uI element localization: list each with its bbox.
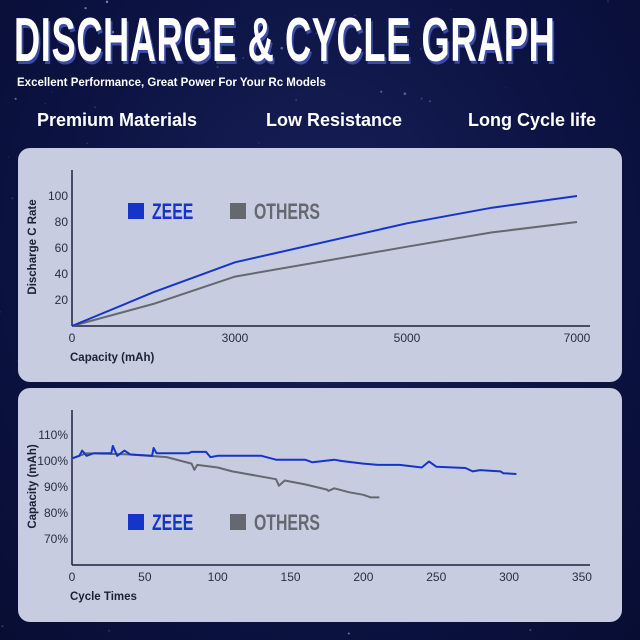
x-tick-label: 50 [138,570,152,584]
star-dot [505,86,507,88]
star-dot [94,106,96,108]
legend-label-zeee: ZEEE [152,512,194,536]
star-dot [607,0,609,2]
star-dot [188,638,189,640]
y-tick-label: 100 [48,189,68,203]
y-tick-label: 110% [38,428,68,442]
series-line-zeee [71,444,517,475]
x-tick-label: 300 [499,570,519,584]
star-dot [0,310,1,313]
star-dot [398,54,401,57]
star-dot [280,46,284,50]
star-dot [211,17,212,18]
star-dot [242,57,245,59]
legend-swatch-others [230,203,246,219]
star-dot [8,156,10,158]
star-dot [44,102,46,104]
star-dot [1,625,4,628]
page-subtitle: Excellent Performance, Great Power For Y… [17,77,326,89]
star-dot [11,197,14,200]
legend-label-others: OTHERS [254,201,320,225]
star-dot [86,142,88,145]
legend-swatch-others [230,514,246,530]
star-dot [450,8,452,10]
y-axis-label: Capacity (mAh) [27,444,39,529]
feature-low-resistance: Low Resistance [266,110,403,130]
legend-label-zeee: ZEEE [152,201,194,225]
y-tick-label: 70% [44,532,68,546]
star-dot [380,90,383,93]
star-dot [354,14,356,17]
series-line-others [71,221,578,327]
star-dot [108,630,110,632]
star-dot [315,32,317,34]
legend-swatch-zeee [128,514,144,530]
cycle-chart: 70% 80% 90% 100% 110% 0 50 100 150 200 250 300 350 Cy… [27,410,592,603]
star-dot [429,100,431,103]
y-tick-label: 60 [55,241,69,255]
y-tick-label: 80% [44,506,68,520]
star-dot [403,92,407,95]
x-axis-label: Cycle Times [70,591,137,603]
star-dot [420,97,423,100]
x-tick-label: 3000 [222,331,249,345]
star-dot [51,91,53,93]
star-dot [105,0,109,4]
feature-long-cycle-life: Long Cycle life [468,110,597,130]
star-dot [419,48,422,50]
star-dot [418,4,420,6]
star-dot [14,97,17,100]
star-dot [107,23,109,25]
y-tick-label: 90% [44,480,68,494]
star-dot [84,7,87,10]
series-line-others [71,452,380,499]
feature-premium-materials: Premium Materials [37,110,198,130]
x-tick-label: 250 [426,570,446,584]
x-tick-label: 0 [69,331,76,345]
star-dot [347,632,350,635]
series-line-zeee [71,195,578,327]
star-dot [216,65,219,69]
y-tick-label: 80 [55,215,69,229]
star-dot [295,99,297,102]
star-dot [396,63,397,65]
x-tick-label: 350 [572,570,592,584]
y-tick-label: 40 [55,267,69,281]
star-dot [258,142,260,144]
x-tick-label: 0 [69,570,76,584]
star-dot [529,628,532,632]
x-tick-label: 150 [281,570,301,584]
x-axis-label: Capacity (mAh) [70,352,155,364]
x-tick-label: 100 [208,570,228,584]
legend-swatch-zeee [128,203,144,219]
x-tick-label: 7000 [564,331,591,345]
y-tick-label: 100% [37,454,68,468]
x-tick-label: 5000 [394,331,421,345]
discharge-chart-panel: 20 40 60 80 100 0 3000 5000 7000 Capacity (mAh) Di… [18,148,622,382]
page-title: DISCHARGE & CYCLE GRAPH [14,6,556,75]
star-dot [111,30,115,34]
star-dot [530,113,533,115]
y-axis-label: Discharge C Rate [27,199,39,294]
legend-label-others: OTHERS [254,512,320,536]
y-tick-label: 20 [55,293,69,307]
x-tick-label: 200 [353,570,373,584]
cycle-chart-panel: 70% 80% 90% 100% 110% 0 50 100 150 200 250 300 350 Cy… [18,388,622,622]
